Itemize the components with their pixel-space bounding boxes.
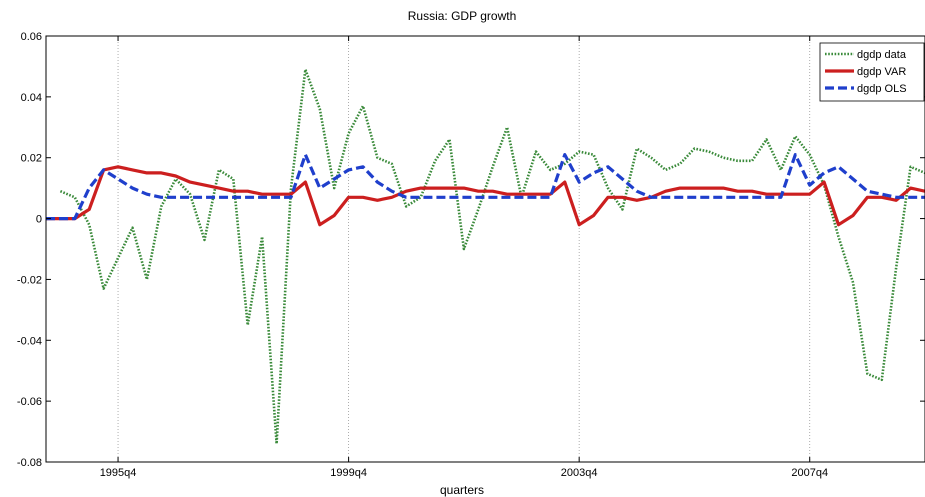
series-layer [46,68,925,446]
y-tick-label: 0.06 [21,31,42,43]
x-tick-label: 2003q4 [561,467,598,479]
y-tick-label: 0.02 [21,153,42,165]
y-tick-label: -0.08 [17,457,42,469]
y-tick-label: 0.04 [21,92,42,104]
legend-label: dgdp data [857,49,907,61]
legend-label: dgdp OLS [857,83,907,95]
x-tick-label: 2007q4 [791,467,828,479]
y-tick-label: -0.04 [17,335,42,347]
series-line-dgdp-ols [46,153,925,221]
y-tick-label: 0 [36,214,42,226]
legend-label: dgdp VAR [857,66,906,78]
x-axis-label: quarters [440,483,484,497]
x-tick-label: 1999q4 [330,467,367,479]
grid [117,36,811,462]
series-line-dgdp-data [59,68,925,446]
x-tick-label: 1995q4 [100,467,137,479]
y-tick-label: -0.02 [17,274,42,286]
x-axis: 1995q4 1999q4 2003q4 2007q4 [100,36,828,479]
chart-title: Russia: GDP growth [408,9,517,23]
series-line-dgdp-var [46,165,925,227]
y-axis: -0.08 -0.06 -0.04 -0.02 0 0.02 0.04 0.06 [17,31,925,469]
plot-frame [45,35,925,463]
y-tick-label: -0.06 [17,396,42,408]
legend: dgdp data dgdp VAR dgdp OLS [819,42,925,102]
